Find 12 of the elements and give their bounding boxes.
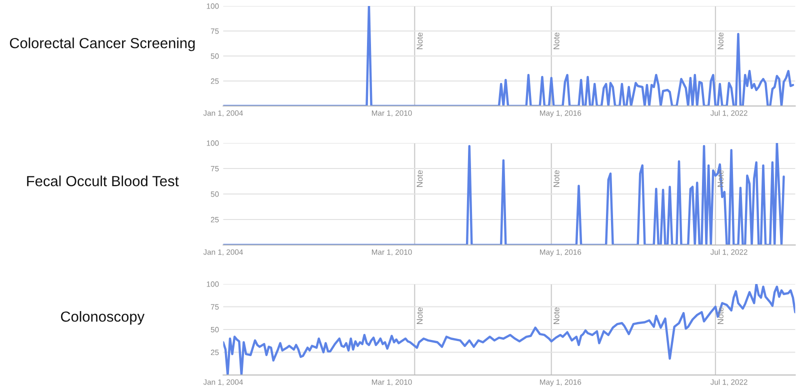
ref-line-label: Note bbox=[718, 32, 724, 50]
ref-line-label: Note bbox=[718, 170, 724, 187]
ref-line-label: Note bbox=[554, 307, 560, 324]
ref-line-label: Note bbox=[554, 170, 560, 187]
ref-line-label: Note bbox=[416, 170, 423, 187]
ref-line-label: Note bbox=[554, 32, 560, 50]
text: Colonoscopy bbox=[60, 311, 145, 325]
ref-line-label: Note bbox=[718, 307, 724, 324]
text: Fecal Occult Blood Test bbox=[27, 176, 179, 186]
text: Colorectal Cancer Screening bbox=[10, 38, 195, 52]
ref-line-label: Note bbox=[416, 32, 423, 50]
ref-line-label: Note bbox=[416, 307, 423, 324]
